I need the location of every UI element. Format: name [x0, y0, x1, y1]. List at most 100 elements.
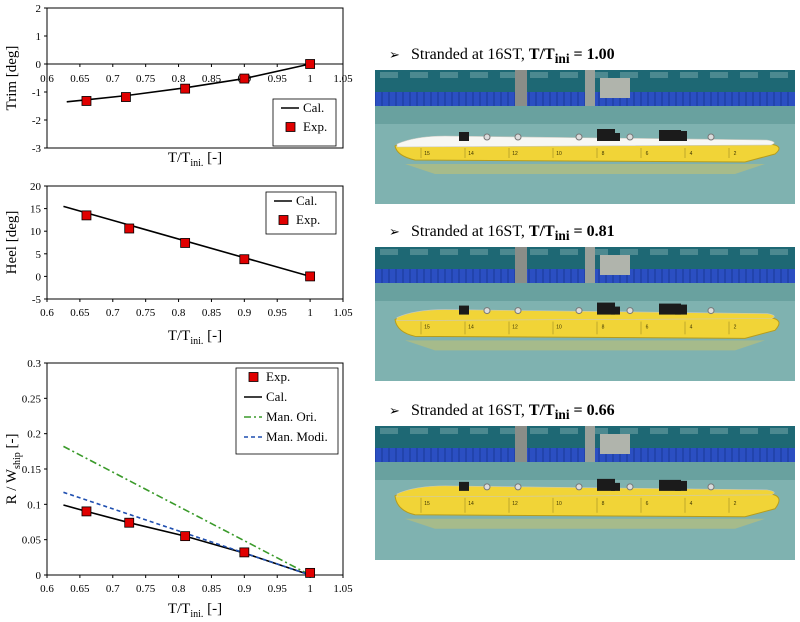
x-axis-title-unit: [-] [203, 328, 222, 344]
station-label: 4 [690, 325, 693, 331]
arrow-icon: ➢ [389, 403, 400, 418]
arrow-icon: ➢ [389, 224, 400, 239]
ship-reflection [405, 340, 765, 351]
ship-deck [396, 309, 775, 321]
legend: Exp. Cal. Man. Ori. Man. Modi. [235, 367, 339, 455]
station-label: 10 [556, 151, 562, 157]
data-point [81, 96, 92, 106]
y-tick-label: 15 [30, 204, 42, 216]
y-tick-label: 0.2 [27, 429, 41, 441]
deck-equipment [675, 304, 687, 315]
deck-marker [575, 307, 583, 315]
station-label: 6 [646, 501, 649, 507]
x-tick-label: 0.85 [202, 307, 222, 319]
photo-caption-3: ➢ Stranded at 16ST, T/Tini = 0.66 [389, 402, 615, 423]
data-point [121, 92, 131, 102]
wall-panel [680, 428, 698, 434]
ship-deck [396, 135, 775, 148]
x-tick-label: 0.9 [237, 307, 251, 319]
y-tick-label: 0.3 [27, 358, 41, 370]
y-tick-label: 0 [36, 271, 42, 283]
station-label: 2 [734, 151, 737, 157]
x-axis-title: T/Tini. [-] [168, 601, 222, 620]
water-far [375, 283, 795, 301]
deck-equipment [611, 133, 620, 141]
wall-panel [770, 72, 788, 78]
x-tick-label: 0.75 [136, 583, 156, 595]
legend-label: Cal. [296, 193, 317, 208]
x-tick-label: 0.65 [70, 307, 90, 319]
data-point [180, 238, 191, 248]
station-label: 8 [602, 325, 605, 331]
carriage-post [585, 70, 595, 125]
wall-panel [470, 249, 488, 255]
x-axis-title: T/Tini. [-] [168, 150, 222, 169]
y-tick-label: 0.05 [22, 535, 42, 547]
data-point [124, 517, 135, 528]
x-tick-label: 0.75 [136, 73, 156, 85]
data-point [305, 567, 316, 578]
wall-panel [740, 428, 758, 434]
data-point [239, 73, 250, 84]
carriage-frame [600, 255, 630, 275]
y-axis-title-main: Heel [4, 246, 20, 274]
deck-marker [575, 133, 583, 141]
x-tick-label: 1.05 [333, 583, 353, 595]
wall-panel [650, 428, 668, 434]
station-label: 10 [556, 325, 562, 331]
wall-panel [770, 249, 788, 255]
x-tick-label: 0.8 [172, 73, 186, 85]
wall-panel [410, 72, 428, 78]
x-axis-title-unit: [-] [203, 150, 222, 166]
wall-panel [680, 249, 698, 255]
x-tick-label: 0.8 [172, 307, 186, 319]
station-label: 10 [556, 501, 562, 507]
x-tick-label: 0.75 [136, 307, 156, 319]
legend-marker-swatch [278, 215, 289, 225]
station-label: 8 [602, 151, 605, 157]
y-axis-title: R / Wship [-] [4, 434, 23, 505]
wall-panel [680, 72, 698, 78]
x-axis-title-main: T/T [168, 601, 191, 617]
station-label: 14 [468, 151, 474, 157]
data-point [81, 210, 92, 221]
x-tick-label: 1.05 [333, 73, 353, 85]
legend-frame [272, 98, 337, 147]
x-axis-title: T/Tini. [-] [168, 328, 222, 347]
plot-frame [46, 7, 344, 149]
deck-marker [626, 133, 634, 141]
y-axis-title-unit: [deg] [4, 46, 20, 81]
deck-marker [514, 133, 522, 141]
station-label: 2 [734, 325, 737, 331]
x-tick-label: 0.7 [106, 307, 120, 319]
x-tick-label: 0.85 [202, 583, 222, 595]
wall-panel [740, 249, 758, 255]
data-point [180, 83, 191, 94]
legend: Cal. Exp. [272, 98, 337, 147]
photo-caption-2: ➢ Stranded at 16ST, T/Tini = 0.81 [389, 223, 615, 244]
ship-photo-2: 15 14 12 10 8 6 4 2 [375, 247, 795, 381]
legend-label: Exp. [266, 369, 290, 384]
deck-marker [514, 307, 522, 315]
data-point [305, 59, 316, 69]
deck-equipment [611, 306, 620, 315]
wall-panel [560, 249, 578, 255]
x-axis-title-sub: ini. [190, 609, 203, 620]
wall-panel [620, 72, 638, 78]
deck-marker [514, 483, 522, 491]
data-point [305, 271, 316, 282]
deck-marker [483, 483, 491, 491]
y-axis-title-unit: [deg] [4, 211, 20, 246]
x-tick-label: 0.7 [106, 73, 120, 85]
y-tick-label: 0.25 [22, 393, 42, 405]
legend-marker-swatch [248, 372, 259, 382]
deck-marker [707, 133, 715, 141]
wall-panel [710, 428, 728, 434]
wall-panel [710, 249, 728, 255]
legend-label: Exp. [303, 119, 327, 134]
y-tick-label: 0 [36, 59, 42, 71]
legend-frame [235, 367, 339, 455]
series-line-man-modi [63, 491, 311, 576]
legend-label: Cal. [266, 389, 287, 404]
wall-panel [590, 249, 608, 255]
